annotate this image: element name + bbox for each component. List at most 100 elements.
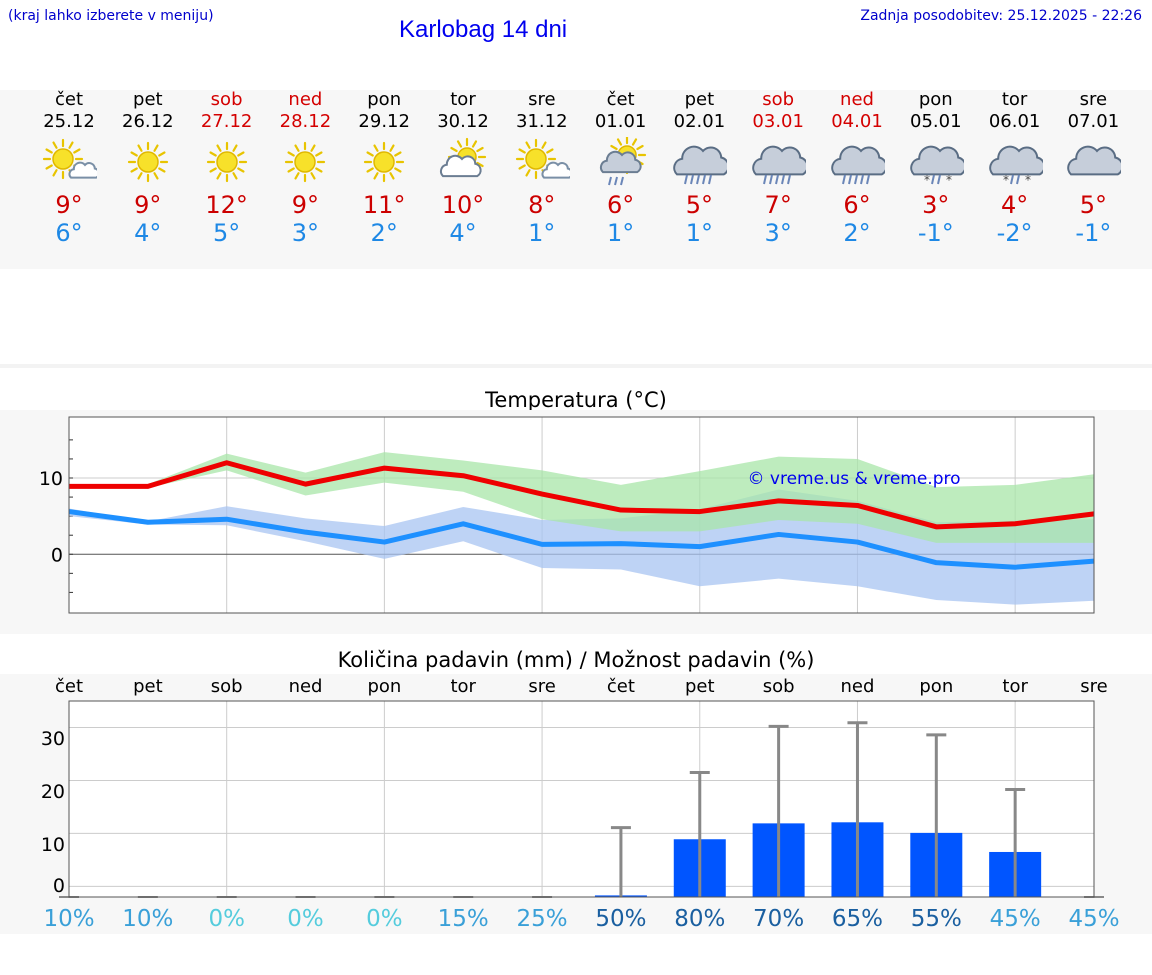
day-column: tor 30.12 10° 4° [423, 89, 503, 247]
cloud-icon [1067, 145, 1122, 176]
day-date: 29.12 [358, 111, 410, 132]
svg-text:*: * [946, 173, 952, 187]
y-tick-label: 0 [53, 875, 65, 897]
day-column: pon 05.01 * * 3° -1° [896, 89, 976, 247]
min-temperature: 4° [449, 219, 477, 247]
partly-cloudy-icon [440, 137, 487, 178]
category-label: pet [685, 676, 715, 697]
day-date: 25.12 [43, 111, 95, 132]
day-column: sob 03.01 7° 3° [738, 89, 818, 247]
day-date: 30.12 [437, 111, 489, 132]
min-temperature: 3° [291, 219, 320, 247]
category-label: sre [1080, 676, 1107, 697]
min-temperature: -1° [917, 219, 954, 247]
rain-icon [673, 145, 728, 185]
max-temperature-line [69, 460, 1095, 530]
max-temperature: 9° [134, 191, 162, 219]
day-column: sob 27.12 12° 5° [187, 89, 267, 247]
probability-label: 55% [911, 906, 962, 932]
max-temperature: 12° [205, 191, 248, 219]
day-date: 26.12 [122, 111, 174, 132]
sleet-icon: * * [988, 145, 1043, 187]
day-date: 04.01 [831, 111, 883, 132]
min-temperature: 1° [685, 219, 714, 247]
day-column: ned 04.01 6° 2° [817, 89, 897, 247]
day-column: ned 28.12 9° 3° [265, 89, 345, 247]
precipitation-chart-title: Količina padavin (mm) / Možnost padavin … [337, 648, 815, 672]
category-label: čet [607, 676, 635, 697]
day-name: tor [450, 89, 476, 110]
y-tick-label: 10 [39, 468, 63, 490]
probability-label: 45% [990, 906, 1041, 932]
precipitation-chart: čet pet sob ned pon tor sre čet pet sob ned pon tor s… [41, 676, 1120, 932]
day-name: pet [133, 89, 163, 110]
max-temperature: 8° [528, 191, 556, 219]
category-label: čet [55, 676, 83, 697]
max-temperature: 5° [685, 191, 714, 219]
day-name: pet [684, 89, 715, 110]
category-label: tor [450, 676, 476, 697]
min-temperature: 5° [212, 219, 241, 247]
region-hint-link[interactable]: (kraj lahko izberete v meniju) [8, 8, 214, 24]
probability-label: 25% [517, 906, 568, 932]
probability-label: 45% [1068, 906, 1119, 932]
divider [0, 364, 1152, 368]
sun-cloud-icon [42, 138, 97, 180]
probability-label: 0% [287, 906, 324, 932]
day-date: 01.01 [594, 111, 647, 132]
temperature-chart: 0 10 © vreme.us & vreme.pro [39, 416, 1095, 614]
sun-icon [364, 141, 405, 183]
probability-label: 0% [366, 906, 403, 932]
rain-icon [831, 145, 885, 185]
sun-icon [285, 141, 326, 183]
day-name: sre [1079, 89, 1108, 110]
day-date: 06.01 [988, 111, 1041, 132]
probability-label: 50% [595, 906, 646, 932]
last-updated: Zadnja posodobitev: 25.12.2025 - 22:26 [860, 8, 1142, 24]
max-temperature: 9° [291, 191, 320, 219]
day-name: ned [840, 89, 874, 110]
min-temperature: 6° [55, 219, 83, 247]
category-label: tor [1002, 676, 1028, 697]
sleet-icon: * * [910, 145, 964, 187]
y-tick-label: 20 [41, 781, 65, 803]
category-label: sob [211, 676, 243, 697]
sun-icon [127, 141, 168, 183]
max-temperature: 3° [922, 191, 950, 219]
day-name: sob [210, 89, 243, 110]
day-column: čet 25.12 9° 6° [29, 89, 109, 247]
max-temperature: 5° [1079, 191, 1108, 219]
svg-text:*: * [924, 173, 930, 187]
probability-label: 10% [122, 906, 173, 932]
sun-rain-icon [599, 137, 646, 186]
max-temperature: 10° [441, 191, 485, 219]
category-label: sre [528, 676, 555, 697]
day-name: pon [367, 89, 402, 110]
rain-icon [752, 145, 807, 185]
day-date: 02.01 [673, 111, 726, 132]
y-tick-label: 0 [51, 544, 63, 566]
day-name: čet [606, 89, 635, 110]
day-name: pon [918, 89, 953, 110]
day-column: sre 07.01 5° -1° [1053, 89, 1133, 247]
day-column: pet 02.01 5° 1° [659, 89, 739, 247]
min-temperature: 1° [606, 219, 635, 247]
sun-icon [206, 141, 247, 183]
svg-text:*: * [1025, 173, 1031, 187]
day-date: 03.01 [752, 111, 804, 132]
max-temperature: 4° [1000, 191, 1029, 219]
min-temperature: 2° [370, 219, 398, 247]
category-label: sob [763, 676, 795, 697]
day-name: ned [288, 89, 323, 110]
max-temperature: 11° [362, 191, 406, 219]
day-column: sre 31.12 8° 1° [502, 89, 582, 247]
day-name: čet [54, 89, 84, 110]
category-label: pet [133, 676, 163, 697]
sun-cloud-icon [515, 138, 570, 180]
day-name: sre [528, 89, 556, 110]
svg-text:*: * [1003, 173, 1009, 187]
day-column: pon 29.12 11° 2° [344, 89, 424, 247]
y-tick-label: 30 [41, 728, 65, 750]
probability-label: 65% [832, 906, 883, 932]
day-column: pet 26.12 9° 4° [108, 89, 188, 247]
